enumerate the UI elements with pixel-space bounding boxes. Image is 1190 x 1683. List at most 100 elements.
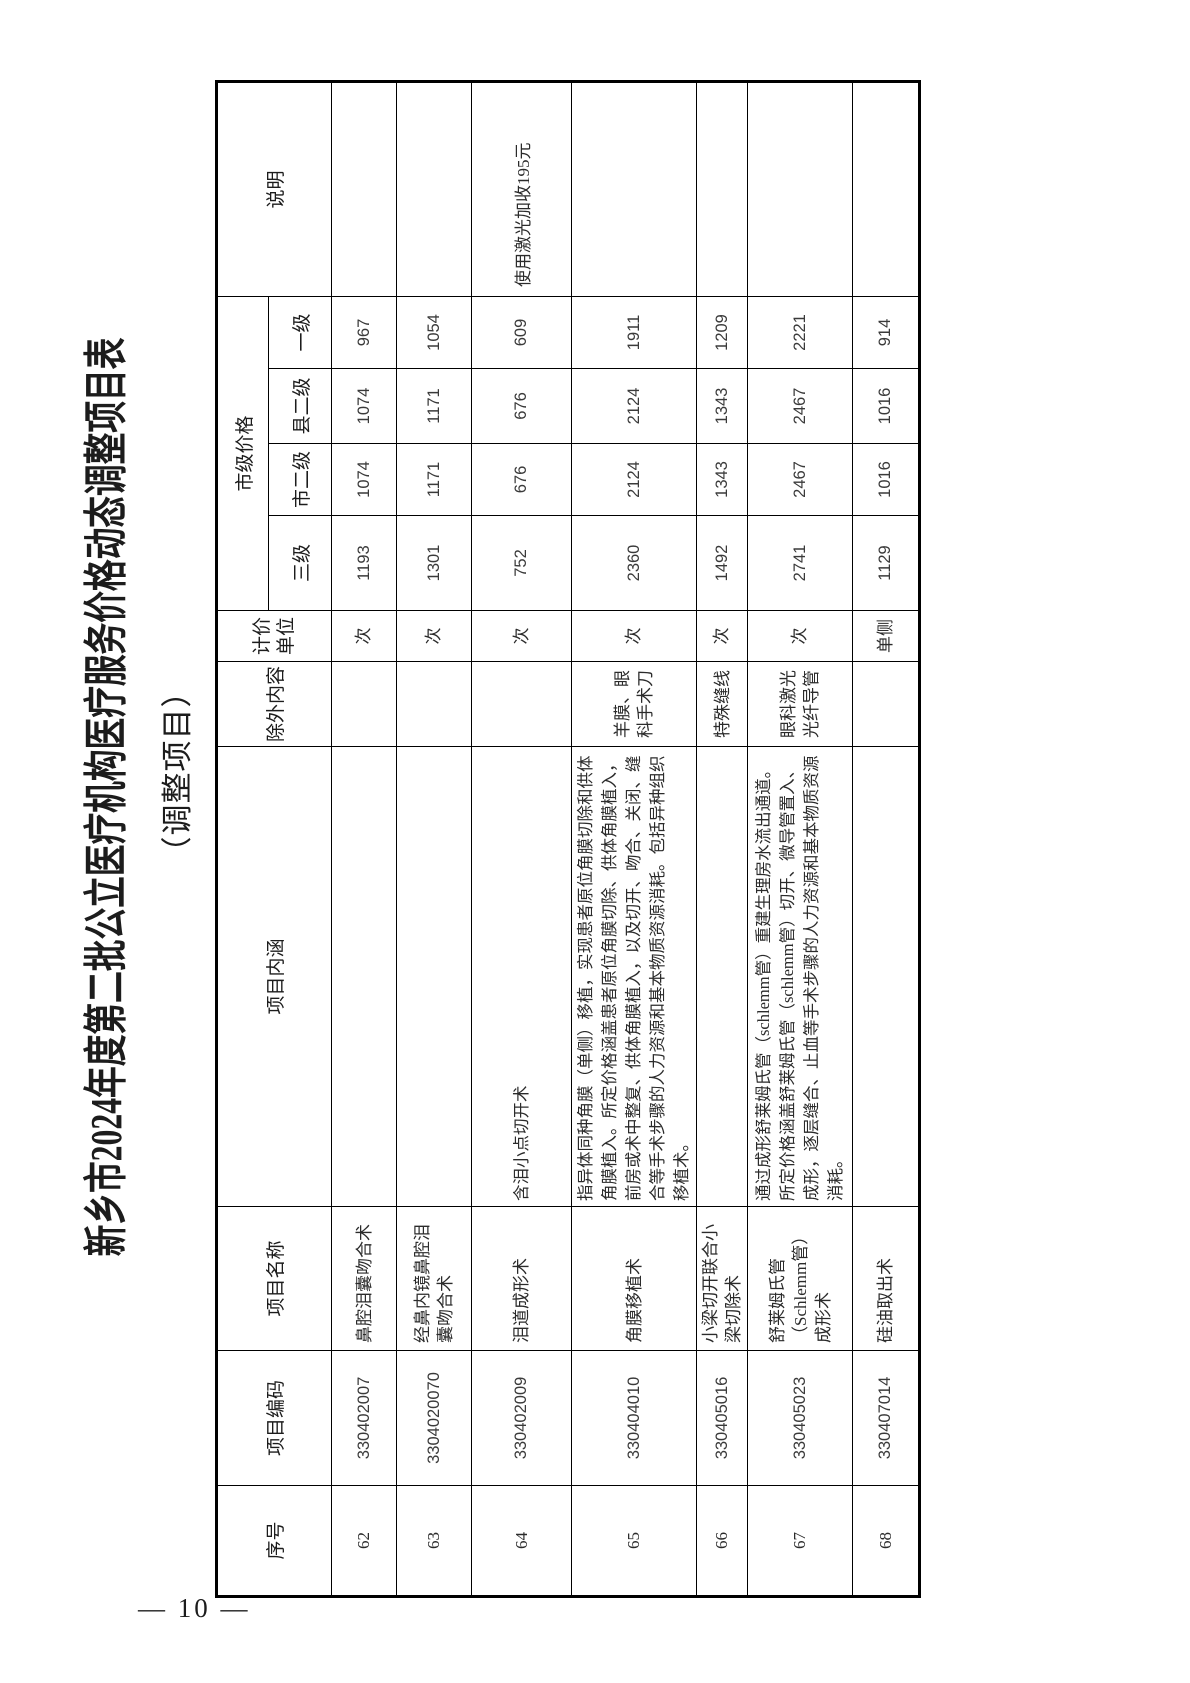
table-row: 64 330402009 泪道成形术 含泪小点切开术次 752 676 676 609 使用激光…: [471, 81, 572, 1597]
cell-shierji: 1171: [396, 443, 472, 516]
cell-neihan: [331, 746, 397, 1207]
cell-jijia: 次: [396, 610, 472, 662]
cell-mingcheng: 小梁切开联合小梁切除术: [696, 1206, 748, 1351]
cell-bianma: 330405023: [747, 1350, 853, 1486]
col-header-shuoming: 说明: [216, 81, 332, 297]
cell-neihan: [396, 746, 472, 1207]
cell-xuhao: 67: [747, 1485, 853, 1597]
cell-bianma: 330404010: [571, 1350, 697, 1486]
cell-yiji: 1054: [396, 296, 472, 369]
cell-bianma: 330407014: [852, 1350, 920, 1486]
cell-shierji: 2467: [747, 443, 853, 516]
cell-shierji: 676: [471, 443, 572, 516]
cell-jijia: 次: [471, 610, 572, 662]
cell-jijia: 次: [331, 610, 397, 662]
cell-xianerji: 2467: [747, 368, 853, 444]
cell-chuwai: [471, 661, 572, 747]
cell-shuoming: 使用激光加收195元: [471, 81, 572, 297]
page-title-text: 新乡市2024年度第二批公立医疗机构医疗服务价格动态调整项目表: [82, 338, 131, 1257]
cell-sanji: 1193: [331, 515, 397, 611]
cell-chuwai: 眼科激光光纤导管: [747, 661, 853, 747]
table-row: 66 330405016 小梁切开联合小梁切除术 特殊缝线次 1492 1343 1343 1…: [696, 81, 748, 1597]
cell-mingcheng: 泪道成形术: [471, 1206, 572, 1351]
col-header-yiji: 一级: [268, 296, 332, 369]
cell-xianerji: 2124: [571, 368, 697, 444]
cell-neihan: [696, 746, 748, 1207]
cell-shuoming: [571, 81, 697, 297]
cell-yiji: 1911: [571, 296, 697, 369]
cell-mingcheng: 鼻腔泪囊吻合术: [331, 1206, 397, 1351]
col-header-price-group: 市级价格: [216, 296, 269, 611]
table-row: 63 3304020070 经鼻内镜鼻腔泪囊吻合术次 1301 1171 1171 1054: [396, 81, 472, 1597]
cell-xuhao: 66: [696, 1485, 748, 1597]
cell-sanji: 752: [471, 515, 572, 611]
cell-neihan: 通过成形舒莱姆氏管（schlemm管）重建生理房水流出通道。所定价格涵盖舒莱姆氏…: [747, 746, 853, 1207]
cell-shuoming: [696, 81, 748, 297]
cell-yiji: 914: [852, 296, 920, 369]
cell-xianerji: 1171: [396, 368, 472, 444]
cell-sanji: 1129: [852, 515, 920, 611]
cell-yiji: 2221: [747, 296, 853, 369]
cell-bianma: 330402009: [471, 1350, 572, 1486]
cell-sanji: 2741: [747, 515, 853, 611]
col-header-jijia: 计价单位: [216, 610, 332, 662]
cell-shuoming: [852, 81, 920, 297]
cell-xianerji: 1343: [696, 368, 748, 444]
cell-neihan: 含泪小点切开术: [471, 746, 572, 1207]
cell-chuwai: [331, 661, 397, 747]
cell-sanji: 2360: [571, 515, 697, 611]
cell-jijia: 次: [696, 610, 748, 662]
cell-mingcheng: 经鼻内镜鼻腔泪囊吻合术: [396, 1206, 472, 1351]
cell-chuwai: 羊膜、眼科手术刀: [571, 661, 697, 747]
table-row: 62 330402007 鼻腔泪囊吻合术次 1193 1074 1074 967: [331, 81, 397, 1597]
cell-neihan: [852, 746, 920, 1207]
cell-shierji: 1074: [331, 443, 397, 516]
col-header-mingcheng: 项目名称: [216, 1206, 332, 1351]
page-number: — 10 —: [138, 1593, 251, 1623]
cell-xuhao: 68: [852, 1485, 920, 1597]
table-row: 68 330407014 硅油取出术 单侧 1129 1016 1016 914: [852, 81, 920, 1597]
cell-xuhao: 63: [396, 1485, 472, 1597]
cell-shuoming: [747, 81, 853, 297]
cell-sanji: 1301: [396, 515, 472, 611]
cell-sanji: 1492: [696, 515, 748, 611]
cell-yiji: 1209: [696, 296, 748, 369]
col-header-xuhao: 序号: [216, 1485, 332, 1597]
cell-shierji: 2124: [571, 443, 697, 516]
cell-xuhao: 65: [571, 1485, 697, 1597]
cell-chuwai: [852, 661, 920, 747]
col-header-xianerji: 县二级: [268, 368, 332, 444]
cell-shierji: 1343: [696, 443, 748, 516]
cell-chuwai: 特殊缝线: [696, 661, 748, 747]
cell-jijia: 次: [571, 610, 697, 662]
col-header-bianma: 项目编码: [216, 1350, 332, 1486]
col-header-neihan: 项目内涵: [216, 746, 332, 1207]
cell-mingcheng: 舒莱姆氏管（Schlemm管）成形术: [747, 1206, 853, 1351]
col-header-chuwai: 除外内容: [216, 661, 332, 747]
cell-jijia: 次: [747, 610, 853, 662]
cell-xianerji: 676: [471, 368, 572, 444]
cell-xianerji: 1016: [852, 368, 920, 444]
table-header: 序号 项目编码 项目名称 项目内涵 除外内容 计价单位 市级价格 说明 三级 市…: [216, 81, 332, 1597]
cell-shierji: 1016: [852, 443, 920, 516]
cell-bianma: 3304020070: [396, 1350, 472, 1486]
table-row: 67 330405023 舒莱姆氏管（Schlemm管）成形术 通过成形舒莱姆氏管（s…: [747, 81, 853, 1597]
page-title: 新乡市2024年度第二批公立医疗机构医疗服务价格动态调整项目表: [70, 0, 134, 1683]
cell-neihan: 指异体同种角膜（单侧）移植，实现患者原位角膜切除和供体角膜植入。所定价格涵盖患者…: [571, 746, 697, 1207]
cell-shuoming: [331, 81, 397, 297]
cell-jijia: 单侧: [852, 610, 920, 662]
table-body: 62 330402007 鼻腔泪囊吻合术次 1193 1074 1074 967 63 3304…: [331, 81, 920, 1597]
cell-xuhao: 62: [331, 1485, 397, 1597]
col-header-sanji: 三级: [268, 515, 332, 611]
cell-xianerji: 1074: [331, 368, 397, 444]
page-subtitle: （调整项目）: [160, 675, 195, 868]
table-row: 65 330404010 角膜移植术 指异体同种角膜（单侧）移植，实现患者原位角膜切除…: [571, 81, 697, 1597]
col-header-shierji: 市二级: [268, 443, 332, 516]
cell-bianma: 330405016: [696, 1350, 748, 1486]
cell-shuoming: [396, 81, 472, 297]
cell-bianma: 330402007: [331, 1350, 397, 1486]
cell-chuwai: [396, 661, 472, 747]
cell-mingcheng: 硅油取出术: [852, 1206, 920, 1351]
cell-yiji: 967: [331, 296, 397, 369]
